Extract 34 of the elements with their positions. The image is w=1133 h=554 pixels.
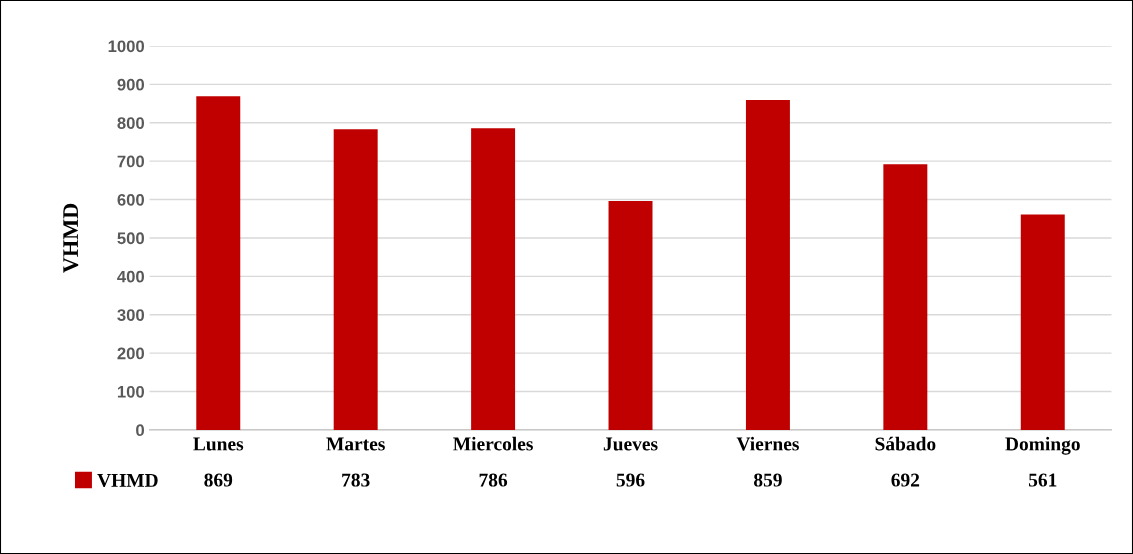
- data-label: 869: [204, 473, 233, 487]
- x-tick-label: Lunes: [193, 437, 244, 451]
- x-tick-label: Domingo: [1005, 436, 1080, 455]
- y-tick-label: 400: [117, 270, 145, 283]
- x-tick-label: Martes: [326, 437, 385, 451]
- y-tick-label: 900: [117, 78, 145, 91]
- legend-label: VHMD: [97, 474, 158, 488]
- y-tick-label: 100: [117, 385, 145, 398]
- y-tick-label: 200: [117, 347, 145, 360]
- bar: [745, 100, 790, 430]
- x-tick-label: Viernes: [736, 436, 799, 451]
- bar: [608, 201, 653, 430]
- bar: [333, 129, 378, 430]
- data-label: 786: [479, 473, 508, 487]
- y-tick-label: 700: [117, 155, 145, 168]
- y-tick-label: 600: [117, 193, 145, 206]
- data-label: 561: [1028, 473, 1057, 487]
- y-tick-label: 300: [117, 309, 145, 321]
- x-tick-label: Sábado: [875, 436, 936, 451]
- bar: [196, 96, 241, 430]
- y-tick-label: 0: [136, 424, 145, 437]
- bar: [1020, 214, 1065, 430]
- y-tick-label: 1000: [108, 40, 145, 53]
- data-label: 596: [616, 473, 645, 487]
- x-tick-label: Jueves: [603, 437, 658, 451]
- bar: [471, 128, 516, 430]
- y-axis-title: VHMD: [63, 203, 79, 273]
- y-tick-label: 800: [117, 117, 145, 129]
- data-label: 783: [342, 473, 370, 487]
- data-label: 859: [753, 473, 782, 487]
- x-tick-label: Miercoles: [453, 436, 533, 451]
- y-tick-label: 500: [117, 232, 145, 245]
- bar: [883, 164, 928, 430]
- data-label: 692: [891, 473, 920, 487]
